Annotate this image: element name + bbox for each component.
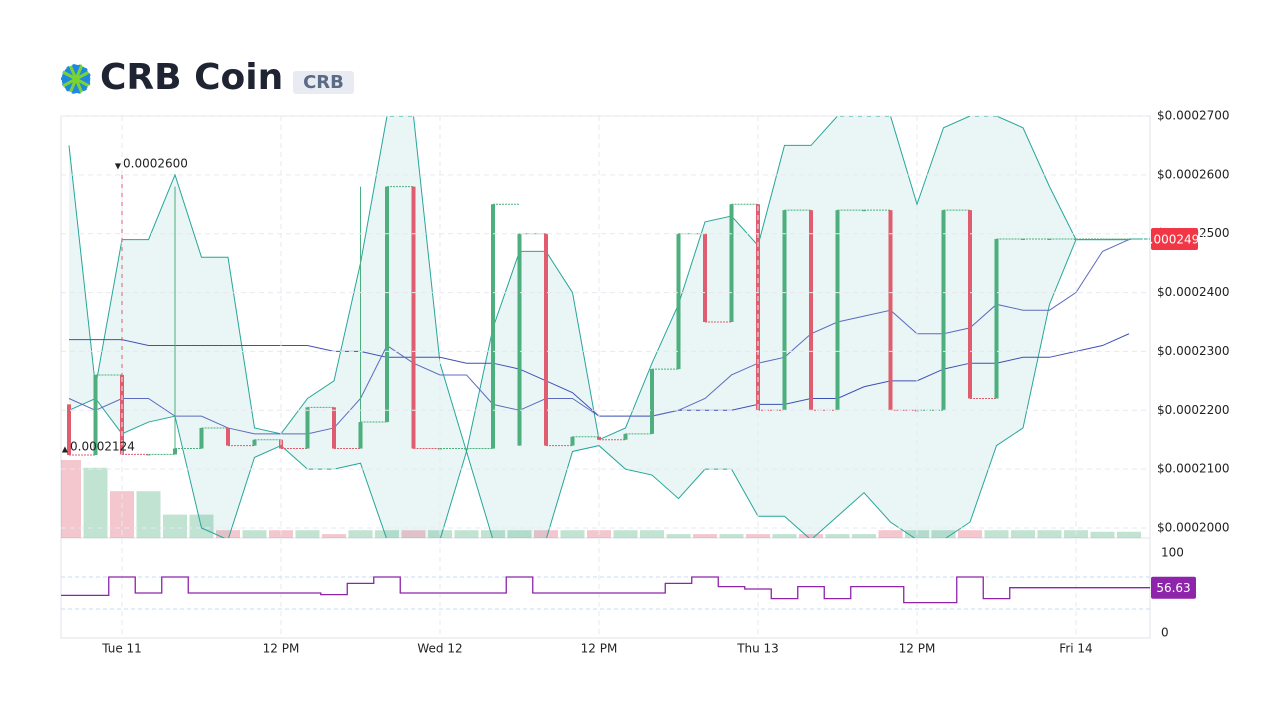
- candle-body: [782, 210, 787, 411]
- y-tick-label: $0.0002200: [1157, 403, 1230, 417]
- volume-bar: [613, 530, 638, 538]
- candle-body: [941, 210, 946, 411]
- volume-bar: [507, 530, 532, 538]
- band-line: [68, 239, 1129, 538]
- x-tick-label: 12 PM: [581, 642, 618, 656]
- candle-body: [67, 404, 71, 456]
- candle-body: [888, 210, 893, 411]
- volume-bar: [242, 530, 267, 538]
- volume-bar: [560, 530, 585, 538]
- volume-bar: [454, 530, 479, 538]
- volume-bar: [1037, 530, 1062, 538]
- volume-bar: [401, 530, 426, 538]
- rsi-tag-label: 56.63: [1156, 581, 1190, 595]
- candle-body: [623, 433, 628, 440]
- annotation: 0.0002600: [123, 156, 188, 170]
- volume-bar: [799, 534, 823, 538]
- volume-bar: [1117, 531, 1141, 538]
- x-tick-label: Fri 14: [1059, 642, 1092, 656]
- candle-body: [517, 233, 522, 446]
- volume-bar: [216, 530, 240, 538]
- x-tick-label: 12 PM: [899, 642, 936, 656]
- x-tick-label: Tue 11: [101, 642, 142, 656]
- candle-body: [703, 233, 707, 322]
- candle-body: [332, 407, 336, 449]
- y-tick-label: $0.0002400: [1157, 285, 1230, 299]
- x-tick-label: 12 PM: [263, 642, 300, 656]
- candle-body: [650, 369, 654, 434]
- chart-title: CRB Coin: [100, 57, 283, 98]
- candle-body: [835, 210, 840, 411]
- volume-bar: [61, 460, 81, 538]
- logo: [60, 63, 92, 95]
- y-tick-label: $0.0002700: [1157, 109, 1230, 123]
- volume-bar: [295, 530, 320, 538]
- candle-body: [968, 210, 972, 399]
- candle-body: [597, 436, 601, 440]
- candle-body: [226, 427, 230, 446]
- annotation-marker: ▲: [62, 445, 69, 454]
- volume-bar: [666, 534, 691, 538]
- candle-body: [491, 204, 495, 449]
- candle-body: [93, 374, 98, 456]
- ticker-badge: [293, 71, 354, 94]
- volume-bar: [481, 530, 505, 538]
- annotation-marker: ▼: [115, 161, 122, 170]
- annotation: 0.0002124: [70, 440, 135, 454]
- y-tick-label: $0.0002000: [1157, 520, 1230, 534]
- y-tick-label: $0.0002600: [1157, 167, 1230, 181]
- volume-bar: [931, 530, 956, 538]
- rsi-tick-label: 100: [1161, 546, 1184, 560]
- volume-bar: [852, 534, 876, 538]
- candle-body: [411, 186, 416, 449]
- candle-body: [385, 186, 389, 423]
- x-tick-label: Wed 12: [417, 642, 462, 656]
- volume-bar: [958, 530, 982, 538]
- price-tag: [1151, 228, 1198, 251]
- x-tick-label: Thu 13: [736, 642, 779, 656]
- volume-bar: [693, 534, 717, 538]
- volume-bar: [163, 514, 187, 538]
- volume-bar: [1090, 531, 1115, 538]
- volume-bar: [534, 530, 558, 538]
- rsi-tag: [1151, 576, 1196, 599]
- volume-bar: [1011, 530, 1035, 538]
- candle-body: [358, 422, 363, 449]
- y-tick-label: $0.0002100: [1157, 462, 1230, 476]
- volume-bar: [136, 491, 161, 538]
- candle-body: [544, 233, 548, 446]
- candle-body: [173, 448, 177, 455]
- candle-body: [994, 239, 999, 399]
- volume-bar: [348, 530, 373, 538]
- ticker: CRB: [303, 72, 344, 93]
- candle-body: [570, 436, 575, 446]
- y-tick-label: $0.0002300: [1157, 344, 1230, 358]
- volume-bar: [719, 534, 744, 538]
- candle-body: [305, 407, 310, 449]
- rsi-tick-label: 0: [1161, 626, 1169, 640]
- price-tag-label: 0.0002491: [1142, 233, 1207, 247]
- rsi-line: [61, 576, 1150, 604]
- volume-bar: [322, 534, 346, 538]
- volume-bar: [878, 530, 903, 538]
- volume-bar: [825, 534, 850, 538]
- volume-bar: [83, 467, 108, 538]
- candle-body: [809, 210, 813, 411]
- candle-body: [729, 204, 734, 322]
- candle-body: [676, 233, 681, 370]
- volume-bar: [375, 530, 399, 538]
- candle-body: [252, 439, 257, 446]
- volume-bar: [640, 530, 664, 538]
- volume-bar: [772, 534, 797, 538]
- volume-bar: [746, 534, 770, 538]
- candle-body: [199, 427, 204, 449]
- volume-bar: [984, 530, 1009, 538]
